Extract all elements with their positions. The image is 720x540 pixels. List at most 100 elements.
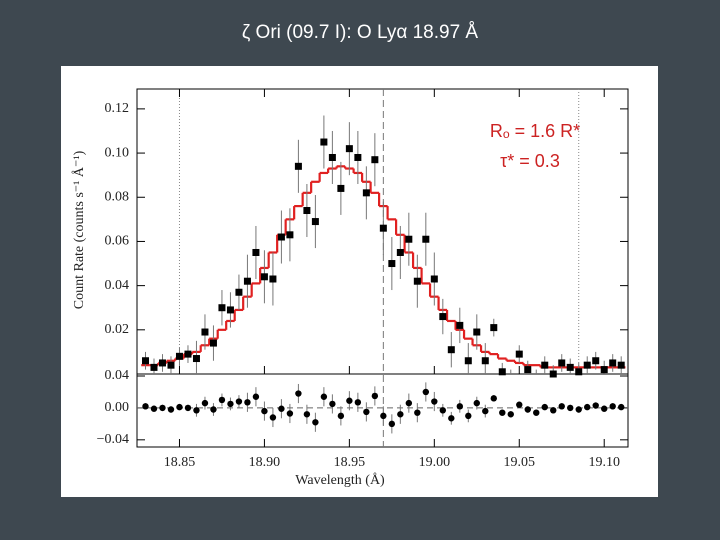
- residual-point: [439, 407, 447, 414]
- data-point: [175, 352, 183, 360]
- residual-point: [473, 399, 480, 407]
- data-point: [286, 231, 294, 239]
- y-tick-label: 0.00: [105, 400, 130, 415]
- data-point: [481, 357, 489, 365]
- residual-point: [397, 411, 404, 418]
- x-tick-label: 18.90: [249, 455, 281, 470]
- data-point: [192, 355, 200, 363]
- residual-point: [261, 407, 268, 415]
- x-tick-label: 19.05: [504, 455, 536, 470]
- data-point: [566, 363, 574, 371]
- data-point: [209, 339, 217, 347]
- y-tick-label: 0.12: [105, 101, 130, 116]
- y-tick-label: 0.04: [105, 278, 130, 293]
- residual-point: [516, 401, 523, 408]
- residual-point: [354, 399, 362, 406]
- data-point: [371, 156, 379, 164]
- data-point: [600, 366, 608, 374]
- residual-point: [176, 403, 183, 411]
- data-point: [226, 306, 234, 314]
- residual-point: [541, 403, 548, 411]
- residual-point: [363, 408, 370, 416]
- residual-point: [405, 399, 413, 407]
- data-point: [541, 361, 549, 369]
- data-point: [269, 275, 277, 283]
- residual-point: [524, 406, 531, 413]
- residual-point: [329, 400, 336, 408]
- x-tick-label: 18.95: [334, 455, 366, 470]
- data-point: [311, 218, 319, 226]
- residual-point: [218, 396, 226, 404]
- residual-point: [286, 410, 294, 417]
- residual-point: [193, 407, 200, 414]
- residual-point: [167, 406, 175, 413]
- data-point: [422, 235, 430, 243]
- data-point: [184, 350, 192, 358]
- data-point: [150, 363, 158, 371]
- residual-point: [558, 403, 565, 410]
- residual-point: [507, 411, 514, 418]
- data-point: [362, 189, 370, 197]
- data-point: [201, 328, 209, 336]
- residual-point: [618, 403, 625, 411]
- residual-point: [550, 407, 557, 414]
- data-point: [609, 359, 617, 367]
- data-point: [320, 138, 328, 146]
- data-point: [345, 145, 353, 153]
- data-point: [515, 350, 523, 358]
- residual-point: [252, 393, 260, 400]
- residual-point: [601, 405, 608, 412]
- residual-point: [227, 400, 234, 408]
- data-point: [617, 361, 625, 369]
- residual-point: [346, 397, 353, 404]
- data-point: [575, 368, 583, 376]
- residual-point: [312, 419, 319, 426]
- data-point: [388, 260, 396, 268]
- x-tick-label: 19.10: [588, 455, 620, 470]
- data-point: [549, 370, 557, 378]
- data-point: [252, 248, 260, 256]
- residual-point: [269, 414, 277, 421]
- annotation: Rₒ = 1.6 R*: [490, 121, 580, 141]
- residual-point: [422, 388, 430, 396]
- residual-point: [337, 412, 345, 420]
- residual-point: [609, 403, 616, 410]
- residual-point: [320, 393, 328, 400]
- y-tick-label: 0.06: [105, 234, 130, 249]
- residual-point: [201, 399, 209, 407]
- data-point: [396, 248, 404, 256]
- y-tick-label: 0.02: [105, 322, 130, 337]
- residual-point: [388, 420, 396, 428]
- residual-point: [448, 415, 455, 422]
- data-point: [141, 357, 149, 365]
- data-point: [592, 357, 600, 365]
- residual-point: [371, 392, 379, 400]
- data-point: [456, 321, 464, 329]
- data-point: [464, 357, 472, 365]
- plot-panel: [61, 66, 658, 497]
- data-point: [524, 366, 532, 374]
- data-point: [218, 304, 226, 312]
- residual-point: [235, 398, 243, 405]
- data-point: [167, 361, 175, 369]
- data-point: [294, 162, 302, 170]
- data-point: [354, 153, 362, 161]
- x-tick-label: 19.00: [419, 455, 451, 470]
- data-point: [379, 224, 387, 232]
- data-point: [473, 328, 481, 336]
- residual-point: [150, 405, 158, 412]
- data-point: [405, 235, 413, 243]
- data-point: [260, 273, 268, 281]
- residual-point: [584, 403, 591, 411]
- data-point: [447, 346, 455, 354]
- residual-point: [575, 406, 582, 413]
- data-point: [439, 313, 447, 321]
- x-tick-label: 18.85: [164, 455, 196, 470]
- residual-frame: [136, 373, 629, 448]
- residual-point: [210, 406, 217, 413]
- data-point: [558, 359, 566, 367]
- residual-point: [592, 402, 599, 409]
- y-tick-label: 0.10: [105, 145, 130, 160]
- residual-point: [184, 404, 192, 412]
